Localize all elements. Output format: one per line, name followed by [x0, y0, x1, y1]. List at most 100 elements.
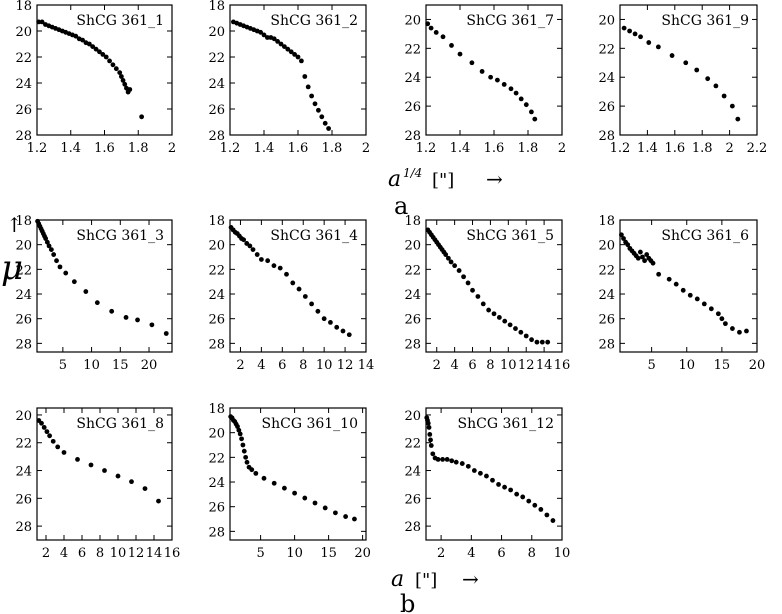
data-point	[127, 87, 133, 92]
x-tick-label: 2	[236, 358, 244, 373]
x-tick-label: 1.4	[60, 141, 81, 156]
x-tick-label: 12	[337, 358, 354, 373]
data-point	[532, 116, 538, 122]
y-tick-label: 24	[404, 465, 421, 480]
data-point	[440, 34, 446, 40]
data-point	[319, 114, 325, 120]
data-point	[544, 512, 550, 518]
data-point	[102, 468, 107, 473]
x-tick-label: 1.2	[610, 141, 631, 156]
y-tick-label: 22	[208, 263, 225, 278]
x-tick-label: 16	[164, 546, 181, 561]
data-point	[290, 280, 296, 286]
data-point	[465, 280, 471, 286]
data-point	[625, 242, 631, 248]
data-point	[61, 450, 67, 455]
data-point	[435, 457, 441, 462]
x-tick-label: 10	[500, 358, 517, 373]
panel-title: ShCG 361_3	[76, 228, 164, 244]
y-tick-label: 28	[404, 520, 421, 535]
panel-title: ShCG 361_6	[661, 228, 749, 244]
data-point	[687, 292, 693, 298]
row-b-sublabel: b	[400, 590, 415, 614]
data-point	[539, 339, 545, 345]
plot-frame	[425, 407, 563, 541]
y-tick-label: 20	[208, 239, 225, 254]
data-point	[656, 271, 662, 277]
x-tick-label: 1.6	[94, 141, 115, 156]
x-tick-label: 2	[437, 546, 445, 561]
data-point	[737, 329, 742, 335]
y-tick-label: 26	[404, 100, 421, 115]
row-a-x-axis-unit: ["]	[432, 170, 454, 191]
data-point	[123, 315, 129, 320]
data-point	[302, 74, 308, 79]
data-point	[271, 263, 277, 269]
data-point	[54, 258, 59, 264]
x-tick-label: 12	[518, 358, 535, 373]
data-point	[518, 96, 524, 102]
data-point	[523, 333, 529, 339]
data-point	[518, 329, 524, 335]
row-b-x-axis-label: a	[391, 567, 404, 592]
plot-frame	[619, 4, 758, 136]
data-point	[237, 431, 243, 437]
data-point	[735, 116, 741, 122]
data-point	[490, 477, 495, 483]
y-tick-label: 20	[15, 239, 32, 254]
data-point	[149, 322, 155, 328]
data-point	[529, 109, 534, 115]
data-point	[328, 319, 333, 325]
data-point	[644, 252, 650, 257]
data-point	[508, 86, 514, 92]
x-tick-label: 8	[96, 546, 104, 561]
y-tick-label: 18	[404, 214, 421, 229]
data-point	[428, 437, 433, 443]
y-tick-label: 18	[208, 214, 225, 229]
data-point	[309, 301, 314, 307]
data-point	[680, 287, 686, 293]
data-point	[484, 473, 489, 479]
data-point	[496, 482, 501, 487]
x-tick-label: 1.2	[27, 141, 48, 156]
data-point	[619, 232, 624, 238]
y-tick-label: 26	[404, 492, 421, 507]
data-point	[142, 486, 148, 491]
data-point	[120, 78, 126, 83]
y-tick-label: 24	[208, 77, 225, 92]
data-point	[683, 60, 689, 66]
data-point	[282, 44, 287, 49]
data-point	[302, 294, 308, 299]
panel-title: ShCG 361_10	[262, 416, 359, 432]
x-tick-label: 1.8	[692, 141, 713, 156]
y-tick-label: 18	[208, 402, 225, 417]
x-tick-label: 2	[168, 141, 176, 156]
data-point	[444, 457, 450, 462]
panel-title: ShCG 361_2	[270, 13, 358, 29]
data-point	[295, 54, 301, 60]
panel-title: ShCG 361_1	[76, 13, 164, 29]
data-point	[721, 93, 727, 99]
x-tick-label: 8	[299, 358, 307, 373]
data-point	[285, 46, 291, 52]
data-point	[694, 296, 700, 302]
y-tick-label: 20	[208, 427, 225, 442]
data-point	[75, 457, 80, 462]
y-tick-label: 24	[208, 476, 225, 491]
data-point	[333, 510, 338, 516]
data-point	[456, 268, 462, 273]
data-point	[640, 254, 645, 260]
x-tick-label: 20	[749, 358, 766, 373]
data-point	[241, 448, 247, 454]
data-point	[322, 505, 328, 511]
data-point	[646, 40, 652, 45]
data-point	[719, 316, 725, 322]
data-point	[545, 339, 551, 345]
y-tick-label: 26	[598, 100, 615, 115]
y-tick-label: 18	[208, 0, 225, 14]
data-point	[258, 29, 263, 35]
data-point	[44, 429, 50, 435]
y-tick-label: 26	[15, 103, 32, 118]
plot-frame	[229, 219, 367, 353]
